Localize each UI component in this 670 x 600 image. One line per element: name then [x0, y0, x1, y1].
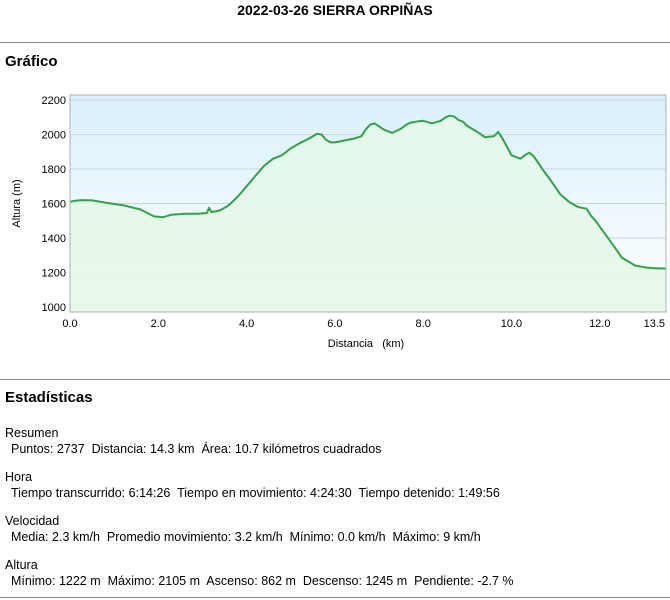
y-tick-label: 1600 [42, 199, 66, 211]
y-tick-label: 2200 [42, 95, 66, 107]
x-tick-label: 6.0 [327, 318, 342, 330]
bottom-divider [0, 597, 670, 598]
vel-maximo-value: 9 km/h [443, 530, 481, 544]
stats-resumen: Resumen Puntos: 2737 Distancia: 14.3 km … [5, 425, 381, 457]
middle-divider [0, 379, 670, 380]
x-tick-label: 12.0 [589, 318, 610, 330]
stats-velocidad: Velocidad Media: 2.3 km/h Promedio movim… [5, 513, 481, 545]
y-tick-label: 1400 [42, 233, 66, 245]
stats-hora: Hora Tiempo transcurrido: 6:14:26 Tiempo… [5, 469, 500, 501]
altura-line: Mínimo: 1222 m Máximo: 2105 m Ascenso: 8… [5, 573, 514, 589]
x-tick-label: 0.0 [62, 318, 77, 330]
x-axis-label: Distancia (km) [328, 338, 404, 350]
elevation-chart: 1000 1200 1400 1600 1800 2000 2200 0.0 2.0 4.0 6.… [11, 94, 667, 350]
velocidad-line: Media: 2.3 km/h Promedio movimiento: 3.2… [5, 529, 481, 545]
y-tick-label: 1200 [42, 267, 66, 279]
y-tick-label: 2000 [42, 130, 66, 142]
ascenso-label: Ascenso: [206, 574, 258, 588]
page-title: 2022-03-26 SIERRA ORPIÑAS [237, 2, 433, 18]
media-label: Media: [11, 530, 49, 544]
plot-frame [69, 94, 667, 313]
movimiento-value: 4:24:30 [310, 486, 352, 500]
detenido-label: Tiempo detenido: [358, 486, 455, 500]
hora-line: Tiempo transcurrido: 6:14:26 Tiempo en m… [5, 485, 500, 501]
top-divider [0, 42, 670, 43]
pendiente-label: Pendiente: [414, 574, 474, 588]
x-axis-ticks: 0.0 2.0 4.0 6.0 8.0 10.0 12.0 13.5 [62, 318, 665, 330]
stats-altura: Altura Mínimo: 1222 m Máximo: 2105 m Asc… [5, 557, 514, 589]
y-tick-label: 1800 [42, 164, 66, 176]
vel-maximo-label: Máximo: [392, 530, 440, 544]
altura-title: Altura [5, 558, 38, 572]
movimiento-label: Tiempo en movimiento: [177, 486, 307, 500]
alt-maximo-label: Máximo: [107, 574, 155, 588]
x-tick-label: 10.0 [501, 318, 522, 330]
x-tick-label: 8.0 [416, 318, 431, 330]
alt-minimo-label: Mínimo: [11, 574, 56, 588]
hora-title: Hora [5, 470, 33, 484]
alt-maximo-value: 2105 m [158, 574, 201, 588]
descenso-label: Descenso: [302, 574, 362, 588]
area-label: Área: [201, 442, 232, 456]
puntos-label: Puntos: [11, 442, 54, 456]
media-value: 2.3 km/h [52, 530, 100, 544]
stats-section-title: Estadísticas [5, 389, 93, 406]
promedio-label: Promedio movimiento: [106, 530, 232, 544]
elevation-line [69, 114, 667, 270]
y-axis-label: Altura (m) [11, 179, 23, 227]
vel-minimo-label: Mínimo: [289, 530, 335, 544]
distancia-label: Distancia: [91, 442, 147, 456]
resumen-line: Puntos: 2737 Distancia: 14.3 km Área: 10… [5, 441, 381, 457]
x-tick-label: 13.5 [644, 318, 665, 330]
distancia-value: 14.3 km [150, 442, 195, 456]
puntos-value: 2737 [56, 442, 85, 456]
x-tick-label: 2.0 [151, 318, 166, 330]
ascenso-value: 862 m [261, 574, 296, 588]
y-axis-ticks: 1000 1200 1400 1600 1800 2000 2200 [42, 95, 66, 314]
promedio-value: 3.2 km/h [234, 530, 283, 544]
elevation-area [70, 115, 666, 312]
area-value: 10.7 kilómetros cuadrados [234, 442, 382, 456]
velocidad-title: Velocidad [5, 514, 60, 528]
pendiente-value: -2.7 % [477, 574, 514, 588]
chart-section-title: Gráfico [5, 53, 58, 70]
resumen-title: Resumen [5, 426, 59, 440]
transcurrido-label: Tiempo transcurrido: [11, 486, 126, 500]
transcurrido-value: 6:14:26 [128, 486, 171, 500]
vel-minimo-value: 0.0 km/h [337, 530, 386, 544]
alt-minimo-value: 1222 m [58, 574, 101, 588]
detenido-value: 1:49:56 [458, 486, 500, 500]
x-tick-label: 4.0 [239, 318, 254, 330]
y-tick-label: 1000 [42, 302, 66, 314]
descenso-value: 1245 m [365, 574, 408, 588]
